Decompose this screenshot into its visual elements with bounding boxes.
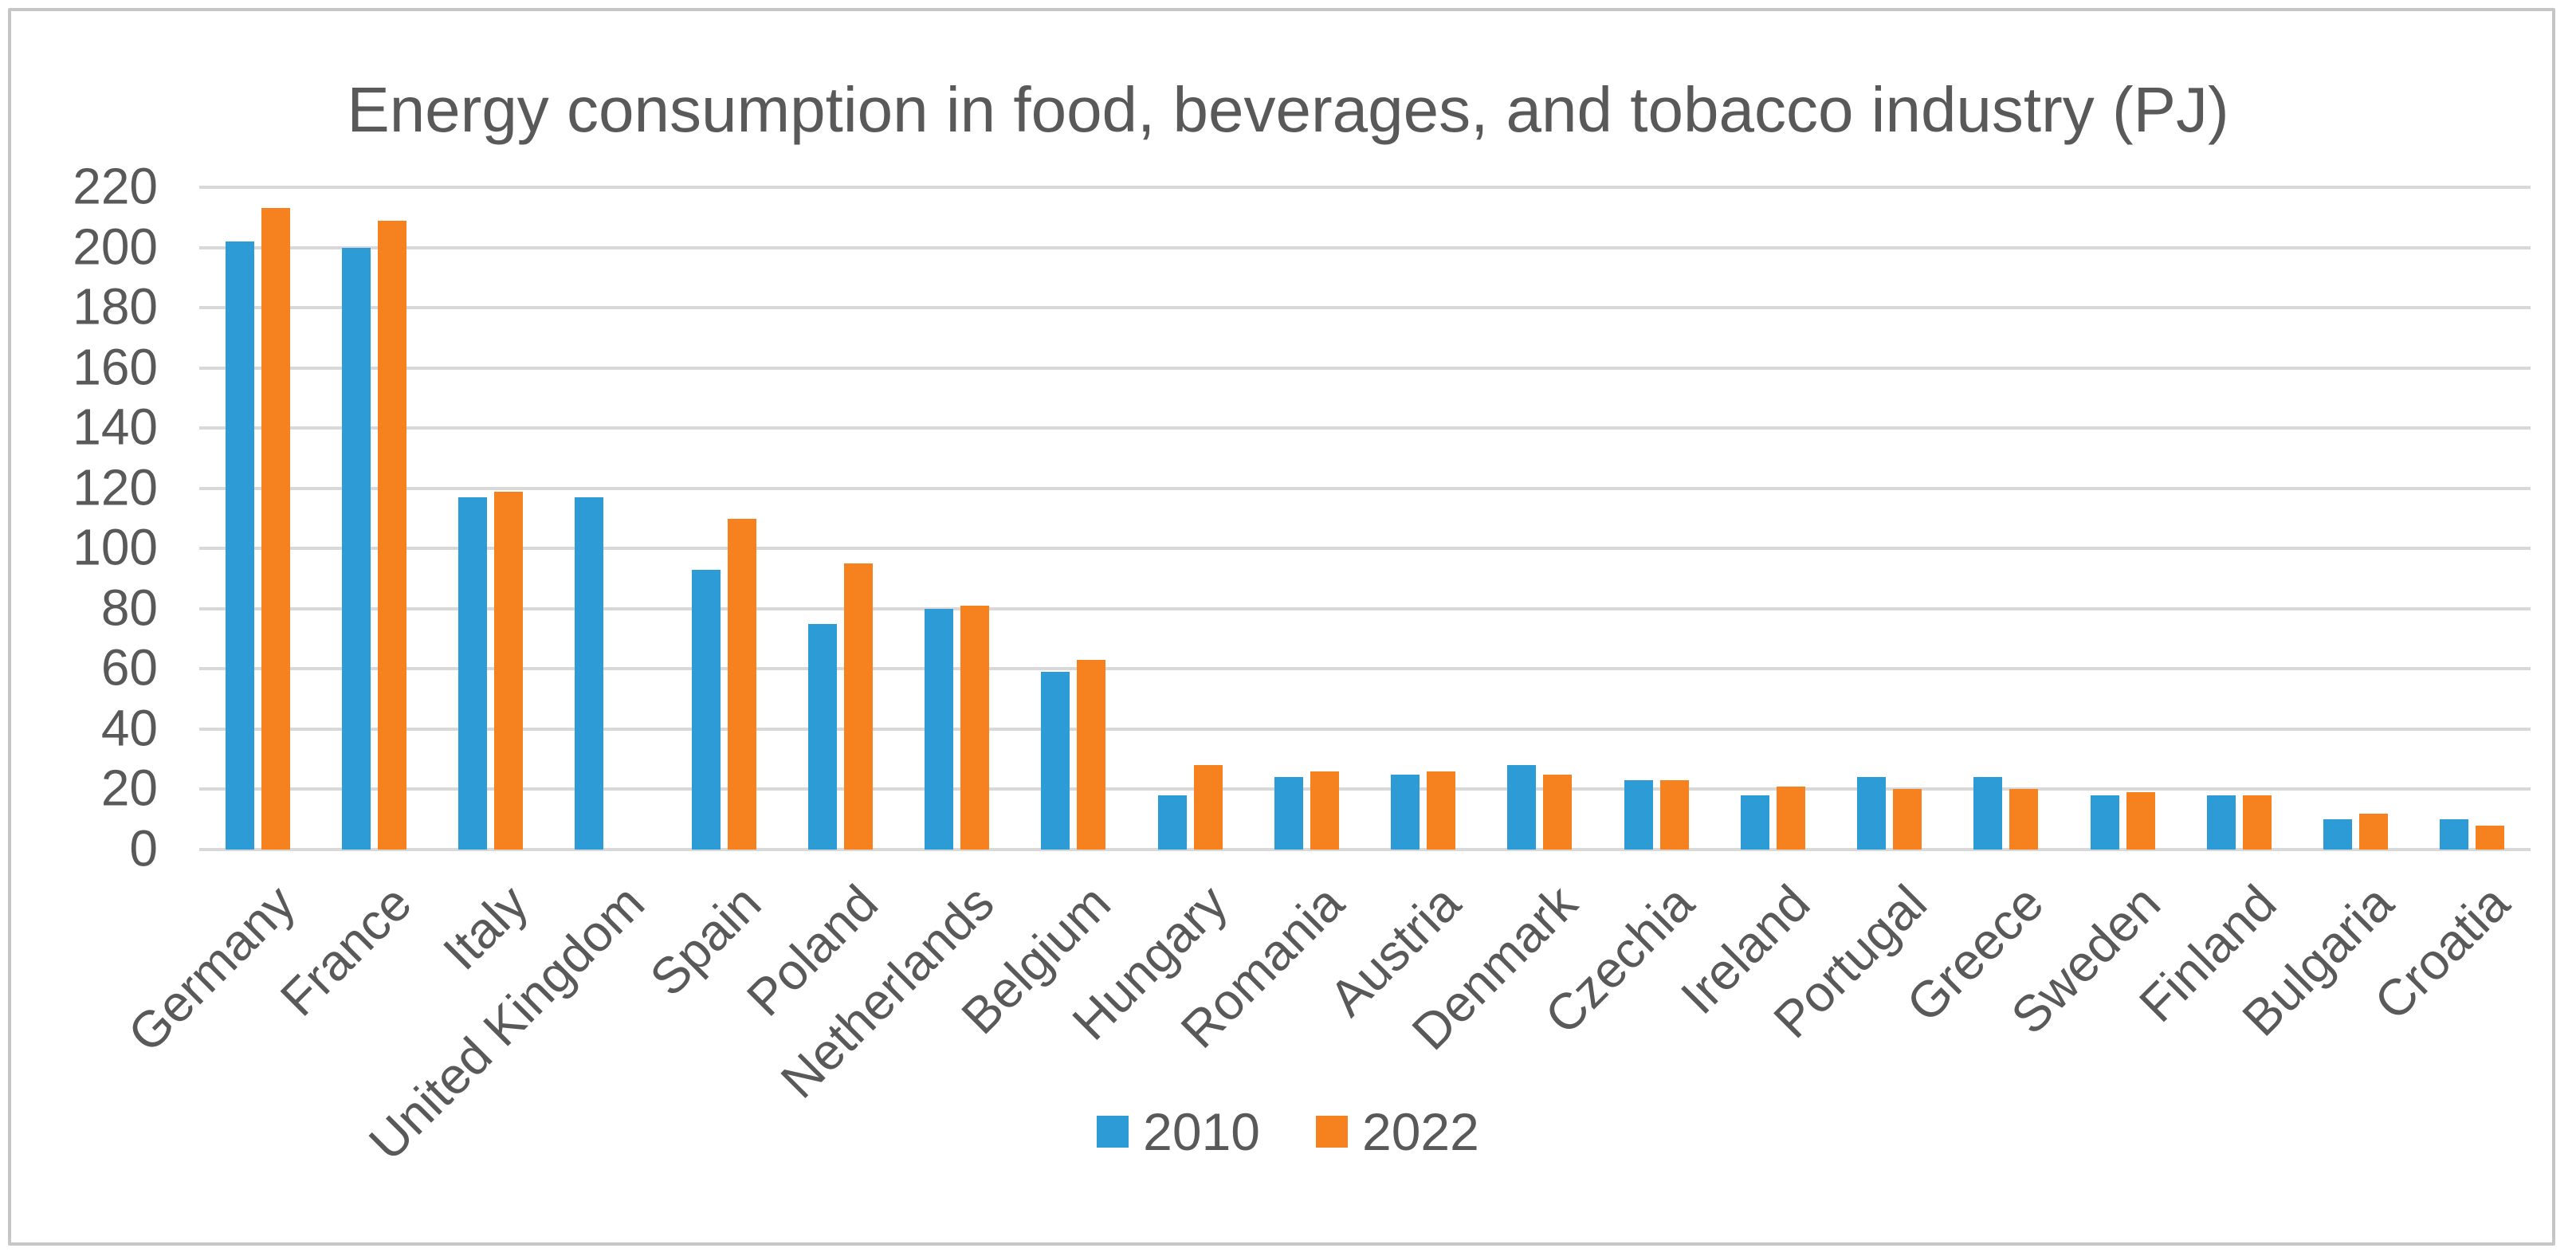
bar-2022-romania — [1310, 771, 1339, 850]
category-group-italy: Italy — [432, 187, 549, 981]
plot-area: 220 200 180 160 140 120 100 80 60 40 20 0 Germany Fr… — [73, 158, 2531, 1172]
category-group-sweden: Sweden — [2000, 187, 2181, 1045]
category-group-czechia: Czechia — [1533, 187, 1714, 1045]
bar-2010-italy — [458, 497, 488, 850]
category-group-finland: Finland — [2128, 187, 2297, 1033]
gridline-0 — [199, 848, 2531, 851]
y-tick-label-80: 80 — [100, 579, 158, 637]
bar-2010-ireland — [1740, 795, 1769, 850]
bar-2022-finland — [2242, 795, 2272, 850]
y-tick-label-20: 20 — [100, 759, 158, 817]
bar-2010-finland — [2206, 795, 2236, 850]
bar-2010-austria — [1391, 774, 1420, 850]
y-tick-label-120: 120 — [73, 458, 158, 516]
bar-2010-portugal — [1857, 777, 1887, 850]
y-tick-label-140: 140 — [73, 398, 158, 456]
bar-2022-austria — [1427, 771, 1456, 850]
legend-swatch-2022 — [1316, 1116, 1348, 1148]
category-group-ireland: Ireland — [1670, 187, 1831, 1025]
y-tick-label-200: 200 — [73, 218, 158, 276]
bar-2010-hungary — [1157, 795, 1187, 850]
bar-2010-greece — [1973, 777, 2003, 850]
bar-2010-sweden — [2090, 795, 2119, 850]
category-group-belgium: Belgium — [951, 187, 1132, 1045]
bar-groups: Germany France Italy United Kingdom Spain Pol… — [117, 187, 2531, 1172]
y-tick-label-160: 160 — [73, 338, 158, 396]
bar-2022-italy — [494, 491, 524, 850]
legend-label-2010: 2010 — [1143, 1102, 1260, 1161]
bar-2010-spain — [691, 569, 721, 850]
gridline-60 — [199, 667, 2531, 671]
category-group-bulgaria: Bulgaria — [2231, 187, 2414, 1047]
bar-2022-sweden — [2126, 792, 2155, 850]
bar-2022-bulgaria — [2359, 813, 2389, 850]
y-tick-label-100: 100 — [73, 518, 158, 576]
y-tick-label-0: 0 — [129, 819, 158, 877]
bar-2022-germany — [261, 208, 290, 850]
bar-2022-poland — [843, 563, 873, 850]
bar-2022-spain — [727, 518, 756, 850]
bar-2010-poland — [807, 623, 837, 850]
bar-2010-croatia — [2440, 819, 2469, 850]
x-tick-label-germany: Germany — [116, 873, 306, 1063]
bar-2010-czechia — [1624, 780, 1653, 850]
gridline-120 — [199, 486, 2531, 490]
chart-title: Energy consumption in food, beverages, a… — [347, 74, 2229, 145]
gridline-140 — [199, 426, 2531, 430]
category-group-germany: Germany — [117, 187, 316, 1063]
bar-2010-belgium — [1041, 672, 1070, 850]
legend-item-2010: 2010 — [1097, 1101, 1260, 1162]
category-group-portugal: Portugal — [1763, 187, 1948, 1049]
bar-2010-romania — [1274, 777, 1303, 850]
legend-swatch-2010 — [1097, 1116, 1129, 1148]
category-group-united-kingdom: United Kingdom — [358, 187, 666, 1172]
gridline-100 — [199, 547, 2531, 551]
category-group-poland: Poland — [736, 187, 898, 1027]
legend: 2010 2022 — [0, 1101, 2576, 1162]
category-group-france: France — [269, 187, 432, 1026]
y-tick-label-60: 60 — [100, 638, 158, 697]
bar-2010-bulgaria — [2323, 819, 2353, 850]
bar-2022-portugal — [1893, 789, 1922, 850]
category-group-austria: Austria — [1318, 187, 1482, 1026]
legend-label-2022: 2022 — [1362, 1102, 1479, 1161]
legend-item-2022: 2022 — [1316, 1101, 1479, 1162]
bar-2022-denmark — [1543, 774, 1573, 850]
bar-2010-netherlands — [925, 608, 954, 850]
bar-2010-united-kingdom — [575, 497, 604, 850]
x-tick-label-france: France — [269, 873, 422, 1027]
gridline-180 — [199, 306, 2531, 310]
gridline-40 — [199, 727, 2531, 731]
bar-2010-france — [341, 247, 371, 850]
category-group-denmark: Denmark — [1401, 187, 1598, 1061]
category-group-spain: Spain — [639, 187, 782, 1007]
category-group-greece: Greece — [1895, 187, 2064, 1033]
gridline-20 — [199, 787, 2531, 791]
y-tick-label-220: 220 — [73, 157, 158, 215]
y-tick-label-180: 180 — [73, 277, 158, 336]
bar-2022-ireland — [1776, 786, 1805, 850]
bar-2022-croatia — [2476, 825, 2505, 850]
bar-2022-belgium — [1077, 660, 1106, 850]
category-group-netherlands: Netherlands — [770, 187, 1015, 1109]
bar-2022-netherlands — [960, 606, 990, 850]
bar-2022-greece — [2009, 789, 2039, 850]
gridline-220 — [199, 186, 2531, 189]
gridline-160 — [199, 366, 2531, 370]
category-group-hungary: Hungary — [1062, 187, 1248, 1051]
gridline-80 — [199, 606, 2531, 610]
bar-2010-denmark — [1507, 765, 1537, 850]
bar-2022-france — [377, 220, 406, 850]
gridline-200 — [199, 245, 2531, 249]
bar-2022-czechia — [1659, 780, 1689, 850]
category-group-croatia: Croatia — [2363, 187, 2531, 1031]
bar-2010-germany — [225, 241, 254, 850]
y-tick-label-40: 40 — [100, 699, 158, 757]
bar-2022-hungary — [1193, 765, 1223, 850]
category-group-romania: Romania — [1170, 187, 1365, 1059]
